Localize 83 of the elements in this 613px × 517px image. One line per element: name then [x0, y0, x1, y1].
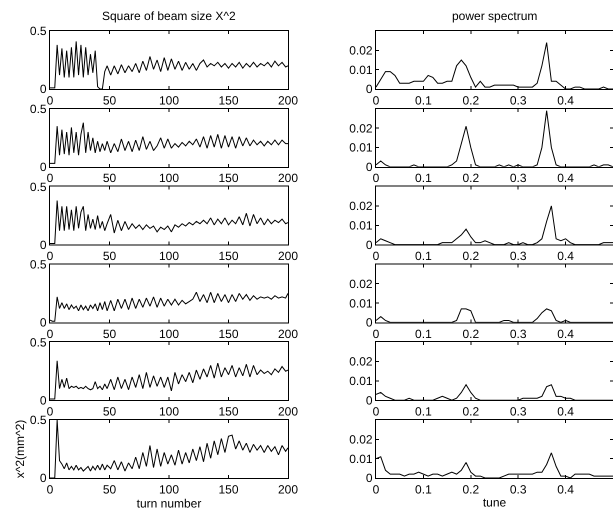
x-tick-label: 0.3	[510, 482, 527, 496]
x-tick-label: 0.1	[415, 326, 432, 341]
y-tick-label: 0.02	[349, 276, 373, 291]
y-tick-label: 0	[40, 238, 47, 252]
chart-title: power spectrum	[452, 9, 538, 23]
x-tick-label: 0.3	[510, 93, 527, 108]
x-tick-label: 150	[218, 404, 239, 419]
y-tick-label: 0.01	[349, 218, 373, 232]
x-tick-label: 50	[102, 93, 116, 108]
x-tick-label: 200	[278, 482, 298, 496]
x-tick-label: 100	[158, 171, 180, 186]
y-tick-label: 0.02	[349, 44, 373, 58]
x-tick-label: 150	[218, 326, 239, 341]
y-tick-label: 0.02	[349, 354, 373, 369]
x-tick-label: 0.4	[557, 171, 574, 186]
x-tick-label: 100	[158, 482, 180, 496]
x-tick-label: 0.3	[510, 404, 527, 419]
y-tick-label: 0	[40, 82, 47, 96]
y-tick-label: 0	[366, 160, 373, 174]
y-tick-label: 0	[366, 393, 373, 408]
y-tick-label: 0.01	[349, 296, 373, 310]
x-tick-label: 0.1	[415, 93, 432, 108]
y-tick-label: 0	[366, 238, 373, 252]
y-tick-label: 0.01	[349, 452, 373, 466]
y-tick-label: 0.5	[30, 335, 47, 350]
x-tick-label: 0.2	[462, 326, 480, 341]
y-tick-label: 0.5	[30, 413, 47, 428]
x-tick-label: 50	[102, 482, 116, 496]
x-tick-label: 0.1	[415, 249, 432, 263]
y-tick-label: 0	[40, 393, 47, 408]
x-tick-label: 200	[278, 249, 298, 263]
y-tick-label: 0.02	[349, 199, 373, 214]
x-tick-label: 0.2	[462, 404, 480, 419]
y-tick-label: 0	[40, 160, 47, 174]
x-tick-label: 0.4	[557, 93, 574, 108]
x-tick-label: 0.3	[510, 171, 527, 186]
x-axis-title: tune	[482, 495, 506, 510]
y-tick-label: 0.02	[349, 432, 373, 447]
x-tick-label: 200	[278, 93, 298, 108]
x-tick-label: 0.2	[462, 93, 480, 108]
y-axis-title: x^2(mm^2)	[13, 420, 28, 478]
x-tick-label: 50	[102, 326, 116, 341]
x-tick-label: 200	[278, 326, 298, 341]
x-tick-label: 0.4	[557, 326, 574, 341]
x-tick-label: 0.4	[557, 404, 574, 419]
x-tick-label: 100	[158, 404, 180, 419]
x-tick-label: 100	[158, 249, 180, 263]
y-tick-label: 0	[366, 316, 373, 330]
x-tick-label: 0.1	[415, 482, 432, 496]
y-tick-label: 0.01	[349, 374, 373, 388]
x-tick-label: 0.2	[462, 171, 480, 186]
y-tick-label: 0	[366, 82, 373, 96]
y-tick-label: 0.01	[349, 140, 373, 155]
x-tick-label: 200	[278, 404, 298, 419]
x-tick-label: 150	[218, 249, 239, 263]
y-tick-label: 0.02	[349, 121, 373, 136]
x-tick-label: 50	[102, 404, 116, 419]
x-tick-label: 100	[158, 326, 180, 341]
y-tick-label: 0.5	[30, 258, 47, 272]
x-tick-label: 200	[278, 171, 298, 186]
x-tick-label: 0.3	[510, 249, 527, 263]
x-tick-label: 0.2	[462, 482, 480, 496]
x-tick-label: 150	[218, 171, 239, 186]
x-tick-label: 50	[102, 171, 116, 186]
y-tick-label: 0	[40, 471, 47, 486]
y-tick-label: 0	[40, 316, 47, 330]
y-tick-label: 0.5	[30, 24, 47, 38]
y-tick-label: 0.5	[30, 102, 47, 116]
x-tick-label: 100	[158, 93, 180, 108]
x-tick-label: 150	[218, 482, 239, 496]
x-tick-label: 0.4	[557, 249, 574, 263]
x-tick-label: 0.1	[415, 404, 432, 419]
x-axis-title: turn number	[136, 496, 202, 510]
y-tick-label: 0.5	[30, 180, 47, 194]
x-tick-label: 150	[218, 93, 239, 108]
x-tick-label: 0.2	[462, 249, 480, 263]
y-tick-label: 0	[366, 471, 373, 486]
x-tick-label: 0.1	[415, 171, 432, 186]
y-tick-label: 0.01	[349, 62, 373, 77]
x-tick-label: 0.4	[557, 482, 574, 496]
x-tick-label: 50	[102, 249, 116, 263]
chart-title: Square of beam size X^2	[102, 9, 236, 23]
x-tick-label: 0.3	[510, 326, 527, 341]
